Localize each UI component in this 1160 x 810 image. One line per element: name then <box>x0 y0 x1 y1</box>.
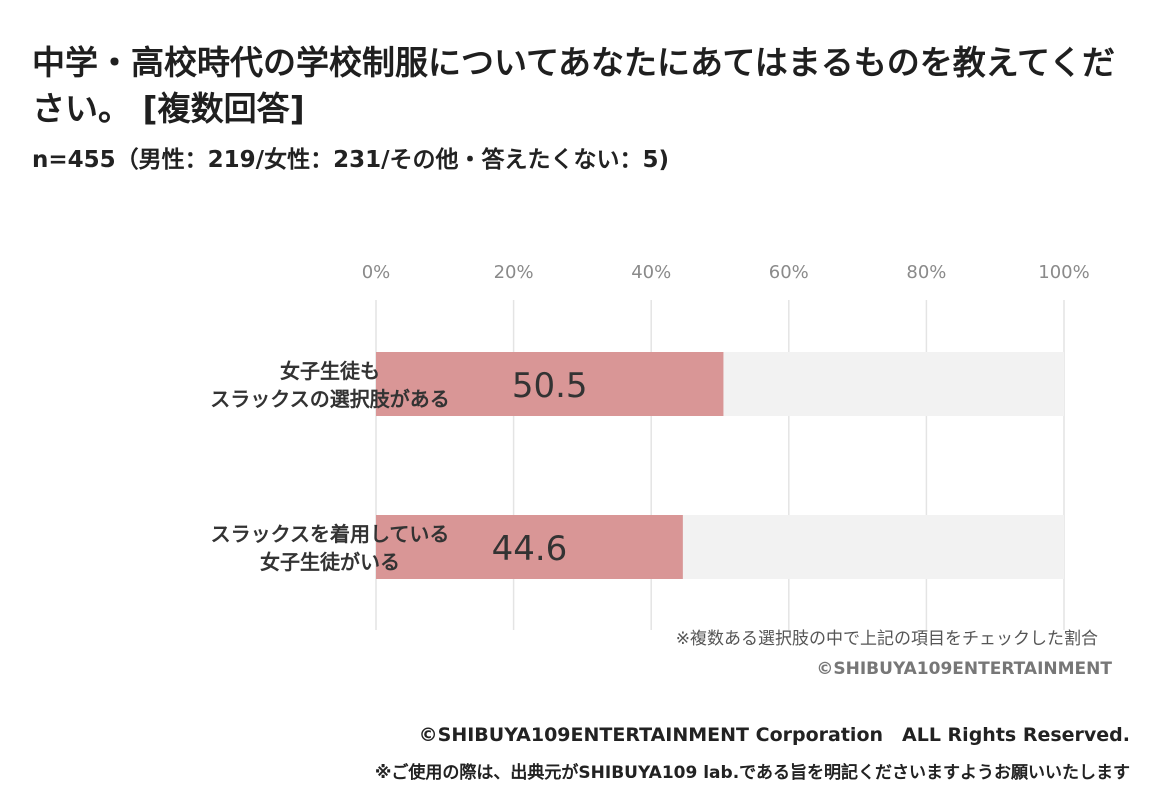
category-label: スラックスを着用している <box>211 522 450 546</box>
footer-usage-note: ※ご使用の際は、出典元がSHIBUYA109 lab.である旨を明記くださいます… <box>374 763 1130 783</box>
category-label: 女子生徒がいる <box>260 550 400 574</box>
x-tick-label: 80% <box>906 262 946 283</box>
chart-title: 中学・高校時代の学校制服についてあなたにあてはまるものを教えてください。 [複数… <box>32 43 1116 128</box>
sample-size-subtitle: n=455（男性：219/女性：231/その他・答えたくない：5) <box>32 147 669 173</box>
chart-note: ※複数ある選択肢の中で上記の項目をチェックした割合 <box>675 629 1098 649</box>
footer-copyright: ©SHIBUYA109ENTERTAINMENT Corporation ALL… <box>418 724 1130 746</box>
x-tick-label: 40% <box>631 262 671 283</box>
x-tick-label: 20% <box>494 262 534 283</box>
watermark: ©SHIBUYA109ENTERTAINMENT <box>816 659 1112 679</box>
bar <box>376 515 683 579</box>
category-label: 女子生徒も <box>280 359 380 383</box>
category-label: スラックスの選択肢がある <box>210 387 449 411</box>
bar-value-label: 50.5 <box>512 366 588 406</box>
bar-value-label: 44.6 <box>492 529 568 569</box>
x-tick-label: 100% <box>1038 262 1089 283</box>
bar <box>376 352 724 416</box>
x-tick-label: 0% <box>362 262 391 283</box>
x-tick-label: 60% <box>769 262 809 283</box>
